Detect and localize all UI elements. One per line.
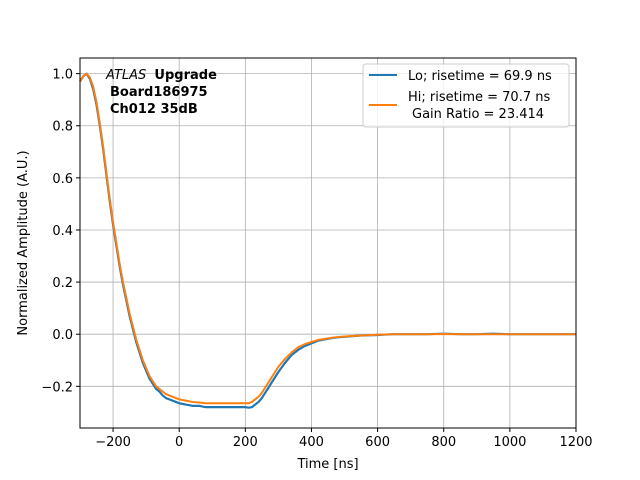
y-tick-label: 0.0 — [52, 328, 73, 343]
legend-box — [362, 63, 570, 128]
atlas-annotation: ATLAS Upgrade Board186975 Ch012 35dB — [105, 68, 217, 117]
y-axis: −0.2 0.0 0.2 0.4 0.6 0.8 1.0 — [41, 68, 80, 395]
legend-label-lo: Lo; risetime = 69.9 ns — [408, 69, 552, 84]
board-label: Board186975 — [110, 85, 208, 100]
x-axis: −200 0 200 400 600 800 1000 1200 — [95, 428, 593, 450]
y-tick-label: −0.2 — [41, 380, 73, 395]
y-axis-label: Normalized Amplitude (A.U.) — [16, 150, 31, 335]
series-layer — [79, 72, 576, 409]
series-line-hi — [79, 72, 576, 405]
legend-label-gain-ratio: Gain Ratio = 23.414 — [412, 107, 544, 122]
x-tick-label: −200 — [95, 435, 131, 450]
x-tick-label: 200 — [233, 435, 258, 450]
x-tick-label: 1200 — [559, 435, 592, 450]
x-tick-label: 600 — [365, 435, 390, 450]
x-tick-label: 400 — [299, 435, 324, 450]
plot-frame — [79, 57, 577, 429]
x-tick-label: 0 — [175, 435, 183, 450]
channel-label: Ch012 35dB — [110, 102, 198, 117]
atlas-label: ATLAS — [105, 68, 146, 83]
y-tick-label: 0.4 — [52, 224, 73, 239]
upgrade-label: Upgrade — [154, 68, 217, 83]
y-tick-label: 0.8 — [52, 120, 73, 135]
y-tick-label: 0.6 — [52, 172, 73, 187]
x-axis-label: Time [ns] — [296, 457, 358, 472]
legend-label-hi: Hi; risetime = 70.7 ns — [408, 90, 550, 105]
y-tick-label: 0.2 — [52, 276, 73, 291]
x-tick-label: 800 — [431, 435, 456, 450]
y-tick-label: 1.0 — [52, 68, 73, 83]
x-tick-label: 1000 — [493, 435, 526, 450]
legend: Lo; risetime = 69.9 ns Hi; risetime = 70… — [362, 63, 570, 128]
svg-text:ATLAS Upgrade: ATLAS Upgrade — [105, 68, 217, 83]
